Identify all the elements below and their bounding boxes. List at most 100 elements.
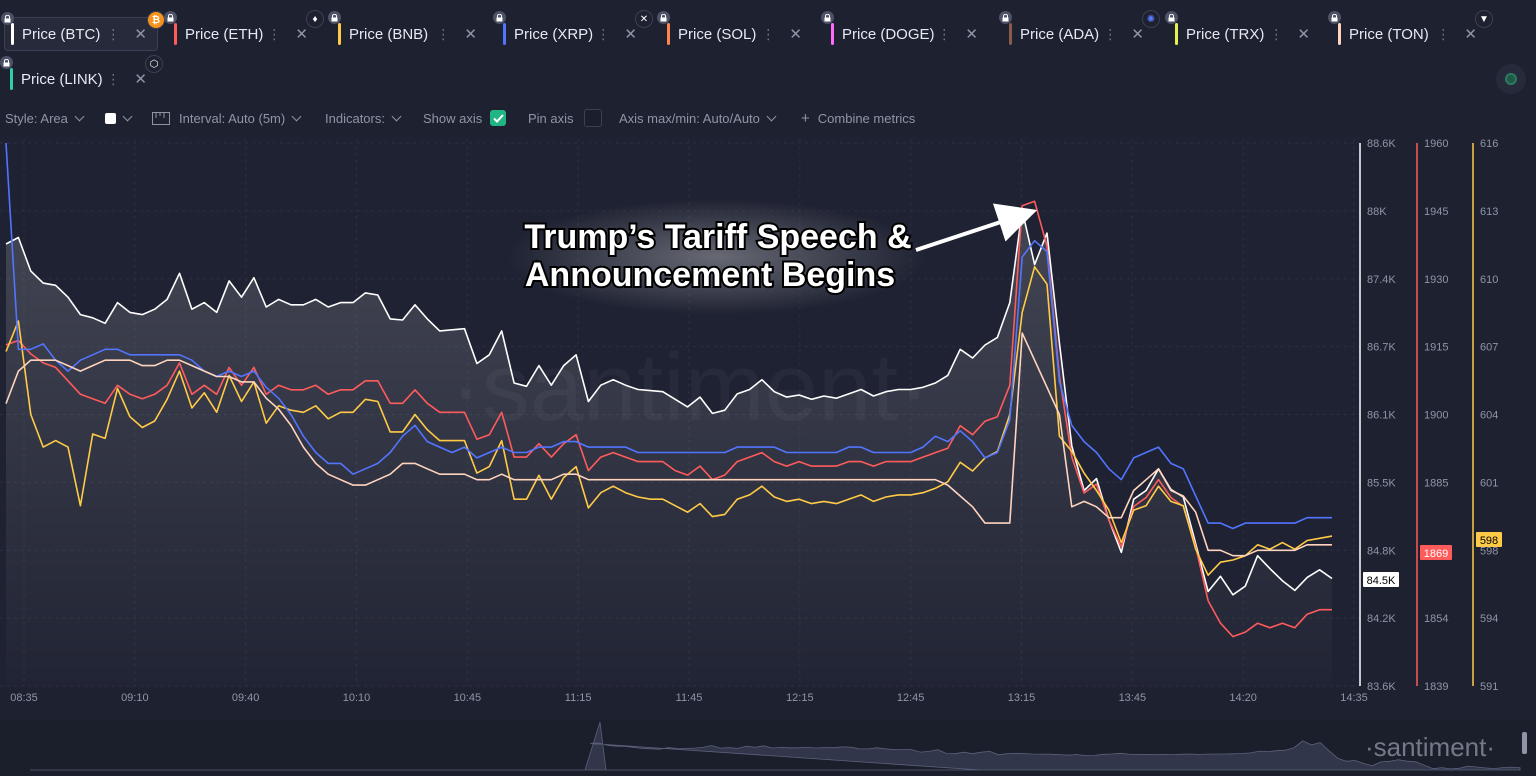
close-icon[interactable]: ✕ xyxy=(789,26,802,43)
metric-chip[interactable]: ✺ Price (ADA) ⋮ ✕ xyxy=(999,10,1160,51)
x-tick-label: 12:15 xyxy=(786,692,814,704)
metric-label: Price (DOGE) xyxy=(842,25,935,43)
more-options-icon[interactable]: ⋮ xyxy=(436,25,451,42)
indicators-dropdown[interactable]: Indicators: xyxy=(325,106,402,130)
indicators-label: Indicators: xyxy=(325,110,385,126)
metric-chip[interactable]: ♦ Price (ETH) ⋮ ✕ xyxy=(164,10,324,51)
y-tick-label: 86.7K xyxy=(1367,342,1396,354)
y-tick-label: 598 xyxy=(1480,545,1498,557)
axis-maxmin-dropdown[interactable]: Axis max/min: Auto/Auto xyxy=(619,106,777,130)
metric-label: Price (ADA) xyxy=(1020,25,1100,43)
y-tick-label: 610 xyxy=(1480,274,1498,286)
series-color-bar xyxy=(1009,23,1012,45)
more-options-icon[interactable]: ⋮ xyxy=(596,25,611,42)
pin-axis-checkbox[interactable] xyxy=(583,109,602,127)
x-tick-label: 08:35 xyxy=(10,692,38,704)
more-options-icon[interactable]: ⋮ xyxy=(1269,25,1284,42)
interval-dropdown[interactable]: Interval: Auto (5m) xyxy=(152,106,302,130)
combine-metrics-button[interactable]: + Combine metrics xyxy=(801,106,915,130)
y-tick-label: 1945 xyxy=(1424,206,1448,218)
color-picker[interactable] xyxy=(105,106,133,130)
metric-label: Price (ETH) xyxy=(185,25,264,43)
close-icon[interactable]: ✕ xyxy=(464,26,477,43)
y-tick-label: 84.2K xyxy=(1367,613,1396,625)
annotation-arrow xyxy=(915,203,1038,252)
lock-icon xyxy=(1328,11,1341,24)
close-icon[interactable]: ✕ xyxy=(965,26,978,43)
metric-chip[interactable]: Price (TRX) ⋮ ✕ xyxy=(1165,11,1320,51)
y-tick-label: 601 xyxy=(1480,477,1498,489)
current-value-label: 84.5K xyxy=(1367,575,1396,587)
close-icon[interactable]: ✕ xyxy=(1131,26,1144,43)
metric-chip[interactable]: ✕ Price (XRP) ⋮ ✕ xyxy=(493,10,653,51)
chart-toolbar: Style: Area Interval: Auto (5m) Indicato… xyxy=(0,106,1536,130)
x-tick-label: 10:10 xyxy=(343,692,371,704)
close-icon[interactable]: ✕ xyxy=(134,26,147,43)
close-icon[interactable]: ✕ xyxy=(624,26,637,43)
y-tick-label: 85.5K xyxy=(1367,477,1396,489)
metric-chip[interactable]: ▼ Price (TON) ⋮ ✕ xyxy=(1328,10,1493,51)
metric-chip[interactable]: Price (SOL) ⋮ ✕ xyxy=(657,11,812,51)
metric-label: Price (LINK) xyxy=(21,70,103,88)
lock-icon xyxy=(164,11,177,24)
lock-icon xyxy=(328,11,341,24)
lock-icon xyxy=(493,11,506,24)
checkmark-icon xyxy=(493,113,504,123)
more-options-icon[interactable]: ⋮ xyxy=(1103,25,1118,42)
series-color-bar xyxy=(503,23,506,45)
series-color-bar xyxy=(338,23,341,45)
metric-chip[interactable]: ₿ Price (BTC) ⋮ ✕ xyxy=(1,11,165,51)
close-icon[interactable]: ✕ xyxy=(1297,26,1310,43)
more-options-icon[interactable]: ⋮ xyxy=(267,25,282,42)
navigator-strip[interactable]: ·santiment· xyxy=(0,720,1536,776)
y-tick-label: 613 xyxy=(1480,206,1498,218)
ethereum-icon: ♦ xyxy=(306,10,324,28)
y-axes: 88.6K 88K 87.4K 86.7K 86.1K 85.5K 84.8K 84.2K 83… xyxy=(1359,138,1502,693)
metric-chip[interactable]: ⬡ Price (LINK) ⋮ ✕ xyxy=(0,55,163,96)
show-axis-toggle[interactable]: Show axis xyxy=(423,106,507,130)
x-tick-label: 11:15 xyxy=(565,692,592,704)
close-icon[interactable]: ✕ xyxy=(1464,26,1477,43)
metric-chip[interactable]: Price (DOGE) ⋮ ✕ xyxy=(821,11,988,51)
x-tick-label: 09:40 xyxy=(232,692,260,704)
more-options-icon[interactable]: ⋮ xyxy=(761,25,776,42)
navigator-handle xyxy=(1522,732,1527,754)
y-tick-label: 1839 xyxy=(1424,681,1448,693)
x-tick-label: 13:45 xyxy=(1119,692,1147,704)
lock-icon xyxy=(0,56,13,69)
y-tick-label: 1885 xyxy=(1424,477,1448,489)
bitcoin-icon: ₿ xyxy=(147,11,165,29)
series-color-bar xyxy=(11,23,14,45)
close-icon[interactable]: ✕ xyxy=(134,71,147,88)
lock-icon xyxy=(657,11,670,24)
combine-metrics-label: Combine metrics xyxy=(817,110,916,126)
style-dropdown[interactable]: Style: Area xyxy=(5,106,85,130)
lock-icon xyxy=(821,11,834,24)
current-value-badge xyxy=(1476,532,1502,547)
metric-label: Price (TON) xyxy=(1349,25,1429,43)
current-value-badge xyxy=(1420,545,1452,560)
color-swatch xyxy=(105,112,116,124)
y-tick-label: 1960 xyxy=(1424,138,1448,150)
cardano-icon: ✺ xyxy=(1142,10,1160,28)
ruler-icon xyxy=(152,111,170,125)
more-options-icon[interactable]: ⋮ xyxy=(1436,25,1451,42)
style-label: Style: Area xyxy=(5,110,68,126)
live-indicator-button[interactable] xyxy=(1496,64,1526,94)
y-tick-label: 84.8K xyxy=(1367,545,1396,557)
annotation-line1: Trump’s Tariff Speech & xyxy=(524,218,911,256)
close-icon[interactable]: ✕ xyxy=(295,26,308,43)
show-axis-checkbox[interactable] xyxy=(490,110,507,126)
pin-axis-toggle[interactable]: Pin axis xyxy=(528,106,602,130)
metric-chip[interactable]: Price (BNB) ⋮ ✕ xyxy=(328,11,487,51)
lock-icon xyxy=(1165,11,1178,24)
show-axis-label: Show axis xyxy=(423,110,483,126)
y-tick-label: 83.6K xyxy=(1367,681,1396,693)
annotation-line2: Announcement Begins xyxy=(525,256,895,294)
series-color-bar xyxy=(10,68,13,90)
more-options-icon[interactable]: ⋮ xyxy=(937,25,952,42)
more-options-icon[interactable]: ⋮ xyxy=(106,70,121,87)
y-tick-label: 616 xyxy=(1480,138,1498,150)
more-options-icon[interactable]: ⋮ xyxy=(106,25,121,42)
